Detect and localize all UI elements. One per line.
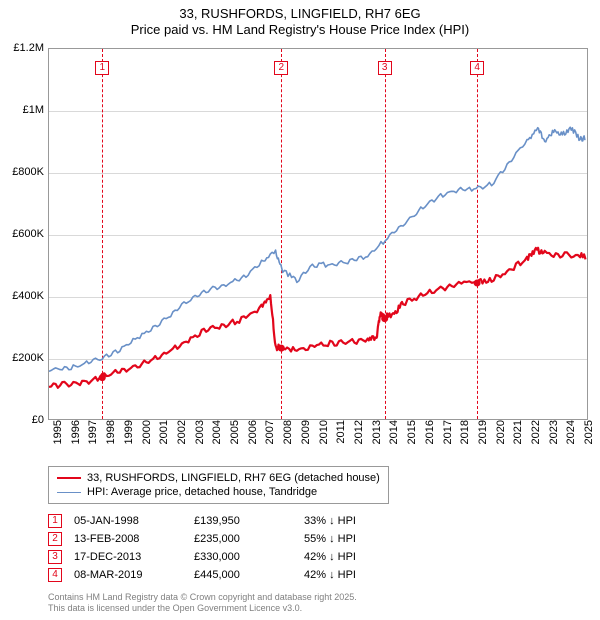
title-address: 33, RUSHFORDS, LINGFIELD, RH7 6EG xyxy=(0,6,600,22)
legend-swatch xyxy=(57,492,81,493)
table-row: 1 05-JAN-1998£139,95033% ↓ HPI xyxy=(48,512,368,530)
series-line-price_paid xyxy=(49,248,586,388)
sale-diff: 42% ↓ HPI xyxy=(304,566,368,584)
sale-price: £330,000 xyxy=(194,548,304,566)
y-tick-label: £1M xyxy=(4,104,44,116)
footer-line2: This data is licensed under the Open Gov… xyxy=(48,603,357,614)
x-tick-label: 2024 xyxy=(565,420,577,460)
table-row: 2 13-FEB-2008£235,00055% ↓ HPI xyxy=(48,530,368,548)
x-tick-label: 2025 xyxy=(583,420,595,460)
x-tick-label: 2019 xyxy=(477,420,489,460)
x-tick-label: 1996 xyxy=(70,420,82,460)
sale-marker-box: 3 xyxy=(48,550,62,564)
legend-swatch xyxy=(57,477,81,479)
y-tick-label: £400K xyxy=(4,290,44,302)
x-tick-label: 2015 xyxy=(406,420,418,460)
sale-diff: 55% ↓ HPI xyxy=(304,530,368,548)
sale-price: £235,000 xyxy=(194,530,304,548)
x-tick-label: 2003 xyxy=(194,420,206,460)
y-tick-label: £800K xyxy=(4,166,44,178)
x-tick-label: 2016 xyxy=(424,420,436,460)
x-tick-label: 2005 xyxy=(229,420,241,460)
sale-marker-box: 1 xyxy=(48,514,62,528)
sale-date: 17-DEC-2013 xyxy=(74,548,194,566)
sale-marker-box: 2 xyxy=(48,532,62,546)
plot-area: 1234 xyxy=(48,48,588,420)
x-tick-label: 1997 xyxy=(87,420,99,460)
y-tick-label: £0 xyxy=(4,414,44,426)
x-tick-label: 2017 xyxy=(442,420,454,460)
x-tick-label: 2007 xyxy=(264,420,276,460)
sale-dot xyxy=(278,345,285,352)
x-tick-label: 1995 xyxy=(52,420,64,460)
sale-diff: 33% ↓ HPI xyxy=(304,512,368,530)
x-tick-label: 2014 xyxy=(388,420,400,460)
x-tick-label: 2010 xyxy=(318,420,330,460)
x-tick-label: 2001 xyxy=(158,420,170,460)
table-row: 4 08-MAR-2019£445,00042% ↓ HPI xyxy=(48,566,368,584)
legend: 33, RUSHFORDS, LINGFIELD, RH7 6EG (detac… xyxy=(48,466,389,504)
sale-date: 05-JAN-1998 xyxy=(74,512,194,530)
legend-label: 33, RUSHFORDS, LINGFIELD, RH7 6EG (detac… xyxy=(87,472,380,484)
x-tick-label: 2006 xyxy=(247,420,259,460)
chart-container: 33, RUSHFORDS, LINGFIELD, RH7 6EG Price … xyxy=(0,0,600,620)
sale-date: 08-MAR-2019 xyxy=(74,566,194,584)
legend-label: HPI: Average price, detached house, Tand… xyxy=(87,486,317,498)
x-tick-label: 2012 xyxy=(353,420,365,460)
x-tick-label: 1998 xyxy=(105,420,117,460)
y-tick-label: £1.2M xyxy=(4,42,44,54)
x-tick-label: 2021 xyxy=(512,420,524,460)
x-tick-label: 2008 xyxy=(282,420,294,460)
x-tick-label: 2022 xyxy=(530,420,542,460)
x-tick-label: 2018 xyxy=(459,420,471,460)
x-tick-label: 2023 xyxy=(548,420,560,460)
sale-date: 13-FEB-2008 xyxy=(74,530,194,548)
x-tick-label: 2020 xyxy=(495,420,507,460)
attribution-footer: Contains HM Land Registry data © Crown c… xyxy=(48,592,357,615)
chart-title: 33, RUSHFORDS, LINGFIELD, RH7 6EG Price … xyxy=(0,0,600,39)
footer-line1: Contains HM Land Registry data © Crown c… xyxy=(48,592,357,603)
series-line-hpi xyxy=(49,127,586,371)
sale-price: £139,950 xyxy=(194,512,304,530)
sale-dot xyxy=(381,315,388,322)
x-tick-label: 1999 xyxy=(123,420,135,460)
sale-price: £445,000 xyxy=(194,566,304,584)
legend-item: 33, RUSHFORDS, LINGFIELD, RH7 6EG (detac… xyxy=(57,471,380,485)
y-tick-label: £600K xyxy=(4,228,44,240)
sale-dot xyxy=(99,374,106,381)
x-tick-label: 2011 xyxy=(335,420,347,460)
sales-table: 1 05-JAN-1998£139,95033% ↓ HPI 2 13-FEB-200… xyxy=(48,512,368,584)
legend-item: HPI: Average price, detached house, Tand… xyxy=(57,485,380,499)
table-row: 3 17-DEC-2013£330,00042% ↓ HPI xyxy=(48,548,368,566)
x-tick-label: 2004 xyxy=(211,420,223,460)
x-tick-label: 2002 xyxy=(176,420,188,460)
y-tick-label: £200K xyxy=(4,352,44,364)
x-tick-label: 2000 xyxy=(141,420,153,460)
x-tick-label: 2009 xyxy=(300,420,312,460)
title-subtitle: Price paid vs. HM Land Registry's House … xyxy=(0,22,600,38)
sale-marker-box: 4 xyxy=(48,568,62,582)
sale-dot xyxy=(474,280,481,287)
x-tick-label: 2013 xyxy=(371,420,383,460)
line-series-svg xyxy=(49,49,587,419)
sale-diff: 42% ↓ HPI xyxy=(304,548,368,566)
